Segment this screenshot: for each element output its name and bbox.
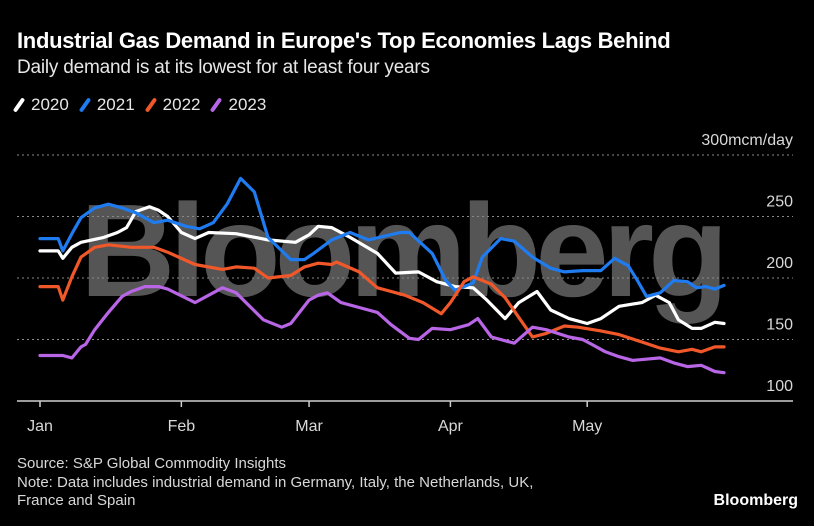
legend-label: 2020: [31, 95, 69, 114]
y-tick-label: 300mcm/day: [701, 132, 793, 149]
watermark: Bloomberg: [80, 177, 723, 324]
legend-label: 2023: [228, 95, 267, 114]
series-line-2022: [38, 243, 726, 354]
data-note-line2: France and Spain: [17, 492, 136, 509]
series-line-2023: [38, 285, 726, 375]
source-note: Source: S&P Global Commodity Insights: [17, 455, 287, 472]
legend-item-2021: 2021: [78, 95, 135, 115]
legend: 2020 2021 2022 2023: [12, 95, 267, 115]
y-tick-label: 250: [766, 194, 793, 211]
bloomberg-logo: Bloomberg: [713, 492, 798, 509]
x-tick-label: Apr: [438, 418, 464, 435]
x-tick-label: Mar: [295, 418, 323, 435]
x-tick-label: Feb: [168, 418, 196, 435]
legend-label: 2022: [162, 95, 201, 114]
y-axis-labels: 300mcm/day 250 200 150 100: [701, 132, 793, 395]
x-axis: Jan Feb Mar Apr May: [17, 400, 793, 435]
y-tick-label: 150: [766, 317, 793, 334]
series-lines: [38, 176, 726, 375]
x-tick-label: May: [572, 418, 602, 435]
x-tick-label: Jan: [27, 418, 53, 435]
legend-item-2022: 2022: [144, 95, 201, 115]
series-line-2020: [38, 205, 726, 330]
series-line-2021: [38, 176, 726, 298]
chart-subtitle: Daily demand is at its lowest for at lea…: [17, 57, 430, 78]
y-tick-label: 100: [766, 378, 793, 395]
legend-item-2020: 2020: [12, 95, 69, 115]
footer: Source: S&P Global Commodity Insights No…: [17, 455, 533, 511]
chart-title: Industrial Gas Demand in Europe's Top Ec…: [17, 28, 671, 53]
y-tick-label: 200: [766, 255, 793, 272]
gridlines: [17, 154, 793, 340]
legend-item-2023: 2023: [210, 95, 267, 115]
legend-label: 2021: [96, 95, 135, 114]
data-note-line1: Note: Data includes industrial demand in…: [17, 473, 534, 491]
